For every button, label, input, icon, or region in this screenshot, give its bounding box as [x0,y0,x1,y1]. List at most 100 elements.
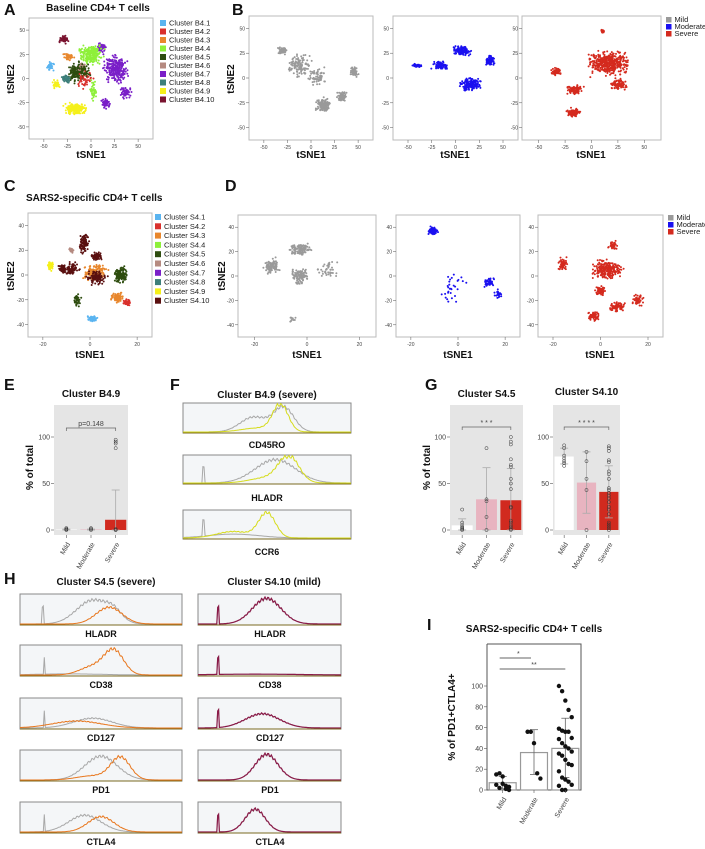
data-point [80,296,83,299]
data-point [317,100,320,103]
data-point [81,245,84,248]
data-point [62,264,64,267]
data-point [79,112,82,115]
data-point [119,94,122,96]
data-point [72,112,75,114]
legend-item: Cluster B4.9 [160,87,210,96]
data-point [68,66,71,69]
data-point [119,281,121,284]
data-point [92,268,95,271]
data-point [103,60,106,63]
data-point [293,64,296,67]
data-point [301,59,304,62]
data-point [85,240,88,243]
data-point [600,68,603,71]
data-point [566,109,569,112]
data-point [96,258,99,261]
data-point [477,85,480,88]
data-point [117,63,120,66]
data-point [113,75,116,77]
data-point [307,249,310,252]
data-point [331,268,334,271]
data-point [472,81,475,84]
data-point [569,112,572,115]
data-point [108,71,111,74]
data-point [68,263,71,266]
legend-label: Cluster S4.2 [164,222,205,231]
data-point [88,61,91,64]
data-point [616,84,618,87]
data-point [87,52,90,55]
legend-swatch [160,54,166,60]
data-point [354,71,357,74]
data-point [115,66,118,69]
legend-item: Cluster B4.3 [160,36,210,45]
data-point [105,107,108,110]
tick-label: -50 [260,145,267,151]
data-point [86,48,89,51]
data-point [58,40,61,43]
data-point [119,272,122,275]
data-point [319,108,322,111]
plot-frame [395,214,521,338]
data-point [444,296,447,299]
tick-label: 25 [615,145,621,151]
data-point [78,73,81,75]
data-point [476,80,479,83]
data-point [121,72,124,75]
data-point [81,108,84,110]
data-point [289,316,292,319]
legend-swatch [155,251,161,258]
data-point [316,78,319,81]
data-point [90,87,93,90]
data-point [554,66,556,69]
data-point [105,268,107,271]
data-point [73,296,76,299]
data-point [294,316,297,319]
data-point [580,90,583,92]
data-point [125,300,128,303]
data-point [325,268,327,271]
data-point [72,106,75,109]
legend-label: Mild [675,15,689,24]
data-point [557,261,560,264]
data-point [304,247,307,250]
data-point [433,60,436,63]
data-point [115,277,118,280]
data-point [598,261,601,264]
data-point [491,282,493,285]
data-point [78,302,81,305]
data-point [316,268,319,271]
data-point [69,66,72,69]
data-point [92,77,95,80]
data-point [117,73,120,76]
data-point [566,86,569,89]
data-point [265,261,268,264]
legend-swatch [155,214,161,220]
data-point [120,81,122,84]
data-point [123,90,126,93]
data-point [474,85,476,88]
data-point [282,50,285,53]
data-point [305,272,308,275]
data-point [625,56,628,59]
data-point [293,319,296,321]
data-point [488,61,491,63]
data-point [468,88,470,91]
tick-label: 50 [383,26,389,32]
data-point [464,52,467,55]
data-point [86,83,88,86]
data-point [113,63,116,66]
data-point [624,51,627,54]
data-point [82,241,84,244]
tick-label: 0 [457,342,460,348]
data-point [115,56,118,59]
data-point [309,70,312,73]
x-axis-label: tSNE1 [296,150,326,161]
data-point [300,64,303,67]
data-point [98,42,101,45]
data-point [462,81,465,84]
legend-label: Cluster B4.7 [169,70,210,79]
data-point [455,50,457,53]
data-point [95,277,97,280]
